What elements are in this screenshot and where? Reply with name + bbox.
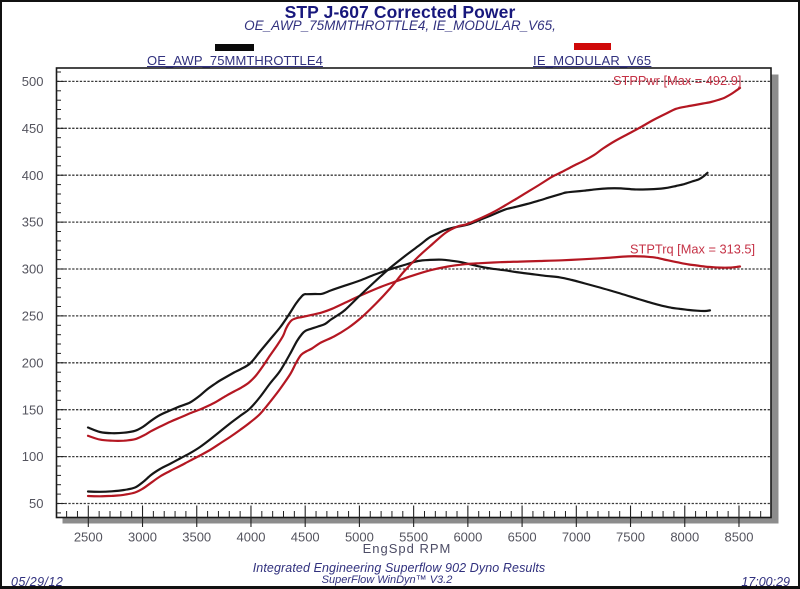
svg-text:8500: 8500 <box>725 530 754 545</box>
svg-text:350: 350 <box>22 215 44 230</box>
svg-text:5000: 5000 <box>345 530 374 545</box>
svg-text:250: 250 <box>22 309 44 324</box>
svg-text:300: 300 <box>22 262 44 277</box>
svg-text:3000: 3000 <box>128 530 157 545</box>
svg-text:7000: 7000 <box>562 530 591 545</box>
svg-text:100: 100 <box>22 449 44 464</box>
svg-text:50: 50 <box>29 496 43 511</box>
svg-text:400: 400 <box>22 168 44 183</box>
svg-text:STPTrq [Max = 313.5]: STPTrq [Max = 313.5] <box>630 242 755 257</box>
svg-text:3500: 3500 <box>182 530 211 545</box>
svg-text:7500: 7500 <box>616 530 645 545</box>
svg-text:150: 150 <box>22 402 44 417</box>
svg-text:8000: 8000 <box>670 530 699 545</box>
svg-text:5500: 5500 <box>399 530 428 545</box>
svg-text:450: 450 <box>22 121 44 136</box>
svg-text:4500: 4500 <box>291 530 320 545</box>
svg-text:500: 500 <box>22 74 44 89</box>
svg-text:6500: 6500 <box>508 530 537 545</box>
svg-text:2500: 2500 <box>74 530 103 545</box>
svg-text:200: 200 <box>22 355 44 370</box>
svg-text:6000: 6000 <box>453 530 482 545</box>
svg-text:4000: 4000 <box>237 530 266 545</box>
svg-text:STPPwr [Max = 492.9]: STPPwr [Max = 492.9] <box>613 73 741 88</box>
